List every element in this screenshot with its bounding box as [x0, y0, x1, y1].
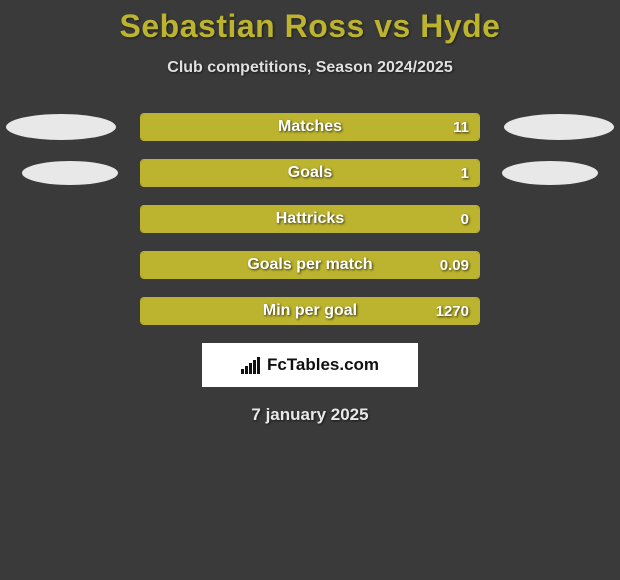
avatar-placeholder-left: [22, 161, 118, 185]
stat-row: Min per goal1270: [0, 297, 620, 325]
brand-logo[interactable]: FcTables.com: [202, 343, 418, 387]
subtitle: Club competitions, Season 2024/2025: [0, 59, 620, 77]
stat-bar: Goals per match0.09: [140, 251, 480, 279]
date-label: 7 january 2025: [0, 405, 620, 425]
stat-row: Matches11: [0, 113, 620, 141]
stat-bar-fill: [141, 252, 479, 278]
bars-icon: [241, 356, 261, 374]
stat-row: Goals per match0.09: [0, 251, 620, 279]
stat-bar: Hattricks0: [140, 205, 480, 233]
stat-bar-fill: [141, 160, 479, 186]
stats-card: Sebastian Ross vs Hyde Club competitions…: [0, 0, 620, 425]
stat-bar: Goals1: [140, 159, 480, 187]
stat-bar: Min per goal1270: [140, 297, 480, 325]
stat-bar-fill: [141, 206, 479, 232]
page-title: Sebastian Ross vs Hyde: [0, 0, 620, 45]
stat-rows: Matches11 Goals1 Hattricks0 Goals per match…: [0, 113, 620, 325]
avatar-placeholder-left: [6, 114, 116, 140]
stat-row: Goals1: [0, 159, 620, 187]
avatar-placeholder-right: [502, 161, 598, 185]
stat-row: Hattricks0: [0, 205, 620, 233]
avatar-placeholder-right: [504, 114, 614, 140]
stat-bar: Matches11: [140, 113, 480, 141]
stat-bar-fill: [141, 114, 479, 140]
brand-logo-text: FcTables.com: [267, 355, 379, 375]
stat-bar-fill: [141, 298, 479, 324]
